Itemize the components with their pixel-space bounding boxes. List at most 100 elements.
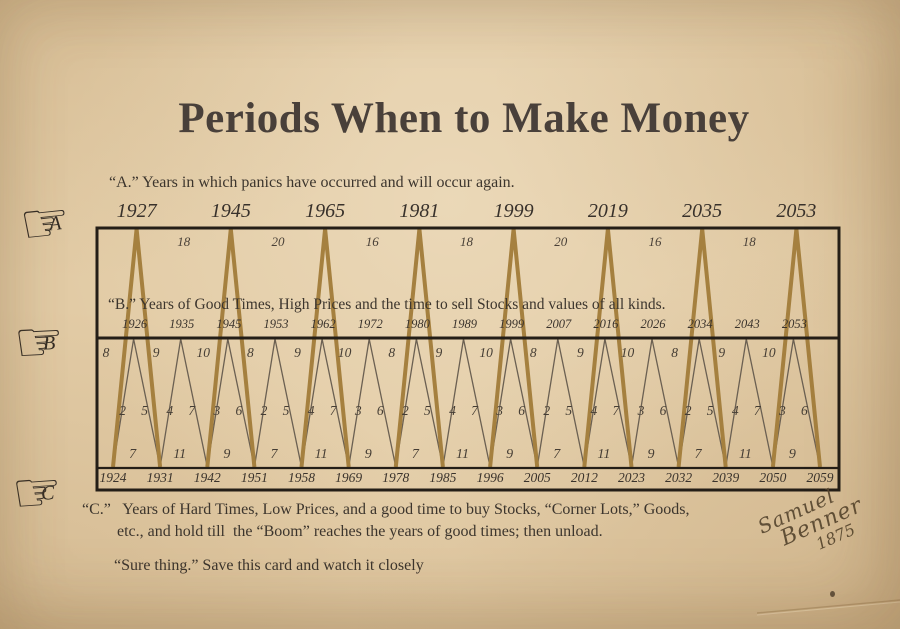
hard-times-interval-label: 9: [364, 447, 372, 462]
hard-times-year-label: 1996: [476, 470, 504, 485]
sub-interval-label: 3: [779, 403, 786, 418]
pointing-hand-icon: ☞: [9, 458, 65, 527]
sub-interval-label: 3: [213, 403, 221, 418]
sub-interval-label: 6: [376, 403, 384, 418]
hard-times-interval-label: 11: [597, 447, 611, 462]
sub-interval-label: 3: [496, 403, 503, 418]
panic-interval-label: 18: [177, 234, 191, 249]
panic-interval-label: 16: [365, 234, 379, 249]
good-times-year-label: 2043: [734, 317, 760, 331]
hard-times-year-label: 2032: [665, 470, 693, 485]
good-times-interval-label: 9: [294, 345, 301, 360]
good-times-interval-label: 10: [762, 345, 776, 360]
hard-times-year-label: 1978: [382, 470, 410, 485]
good-times-year-label: 2053: [781, 317, 807, 331]
hard-times-year-label: 1958: [288, 470, 316, 485]
hard-times-interval-label: 7: [553, 447, 561, 462]
good-times-year-label: 2026: [640, 317, 666, 331]
panic-interval-label: 20: [271, 234, 285, 249]
pointing-hand-icon: ☞: [16, 188, 74, 259]
good-times-interval-label: 8: [529, 345, 537, 360]
panic-year-label: 2053: [776, 200, 817, 222]
panic-year-label: 2019: [587, 200, 628, 222]
panic-interval-label: 20: [554, 234, 568, 249]
sub-interval-label: 4: [166, 403, 174, 418]
good-times-year-label: 1926: [122, 317, 148, 331]
pointer-letter-a: A: [48, 212, 63, 236]
good-times-interval-label: 9: [435, 345, 443, 360]
good-times-interval-label: 10: [337, 345, 352, 360]
panic-year-label: 1927: [116, 200, 157, 222]
hard-times-year-label: 2023: [617, 470, 645, 485]
hard-times-interval-label: 9: [506, 447, 514, 462]
chart-title: Periods When to Make Money: [178, 95, 750, 142]
sub-interval-label: 7: [329, 403, 337, 418]
sub-interval-label: 7: [188, 403, 196, 418]
sub-interval-label: 5: [423, 403, 431, 418]
good-times-interval-label: 8: [671, 345, 678, 360]
sub-interval-label: 6: [518, 403, 525, 418]
hard-times-year-label: 2039: [712, 470, 740, 485]
sub-interval-label: 7: [612, 403, 620, 418]
good-times-year-label: 1972: [357, 317, 383, 331]
good-times-interval-label: 10: [479, 345, 493, 360]
good-times-year-label: 1935: [169, 317, 195, 331]
good-times-interval-label: 9: [576, 345, 584, 360]
good-times-interval-label: 8: [388, 345, 396, 360]
hard-times-interval-label: 7: [694, 447, 702, 462]
pointing-hand-icon: ☞: [12, 308, 66, 377]
good-times-year-label: 1945: [216, 317, 242, 331]
chart-frame: [95, 226, 841, 492]
section-c-caption-line2: etc., and hold till the “Boom” reaches t…: [117, 523, 603, 540]
hard-times-year-label: 1924: [99, 470, 127, 485]
pointer-letter-b: B: [42, 332, 56, 355]
hard-times-interval-label: 11: [738, 447, 752, 462]
sub-interval-label: 2: [543, 403, 551, 418]
hard-times-year-label: 1985: [429, 470, 457, 485]
panic-interval-label: 18: [742, 234, 756, 249]
paper-speck: [830, 591, 835, 597]
sub-interval-label: 4: [731, 403, 739, 418]
sub-interval-label: 6: [801, 403, 808, 418]
good-times-year-label: 1962: [310, 317, 336, 331]
hard-times-interval-label: 9: [647, 447, 655, 462]
good-times-year-label: 1989: [452, 317, 477, 331]
good-times-year-label: 1980: [404, 317, 430, 331]
pointer-hand-c: ☞ C: [9, 458, 98, 527]
sub-interval-label: 4: [590, 403, 598, 418]
hard-times-interval-label: 11: [456, 447, 469, 462]
pointer-hand-b: ☞ B: [12, 308, 100, 377]
hard-times-year-label: 1969: [335, 470, 363, 485]
good-times-interval-label: 9: [718, 345, 726, 360]
section-a-caption: “A.” Years in which panics have occurred…: [109, 174, 515, 191]
hard-times-interval-label: 9: [788, 447, 796, 462]
hard-times-year-label: 1931: [146, 470, 174, 485]
sub-interval-label: 7: [753, 403, 761, 418]
hard-times-interval-label: 11: [314, 447, 328, 462]
panic-interval-label: 16: [648, 234, 662, 249]
panic-year-label: 1981: [399, 200, 440, 222]
good-times-interval-label: 9: [152, 345, 160, 360]
sub-interval-label: 2: [401, 403, 409, 418]
sub-interval-label: 5: [565, 403, 573, 418]
panic-year-label: 1965: [305, 200, 346, 222]
hard-times-interval-label: 7: [270, 447, 278, 462]
sub-interval-label: 6: [659, 403, 667, 418]
pointer-hand-a: ☞ A: [16, 188, 107, 259]
good-times-year-label: 2007: [546, 317, 572, 331]
good-times-interval-label: 10: [620, 345, 635, 360]
paper-crease: [756, 599, 900, 614]
good-times-year-label: 2016: [593, 317, 619, 331]
sub-interval-label: 3: [637, 403, 645, 418]
good-times-year-label: 1999: [499, 317, 525, 331]
hard-times-year-label: 2050: [759, 470, 787, 485]
section-c-caption-line1: “C.” Years of Hard Times, Low Prices, an…: [82, 501, 690, 518]
sub-interval-label: 3: [354, 403, 362, 418]
good-times-interval-label: 8: [247, 345, 254, 360]
pointer-letter-c: C: [40, 482, 56, 505]
sub-interval-label: 6: [235, 403, 243, 418]
footer-note: “Sure thing.” Save this card and watch i…: [114, 557, 424, 574]
sub-interval-label: 2: [119, 403, 126, 418]
